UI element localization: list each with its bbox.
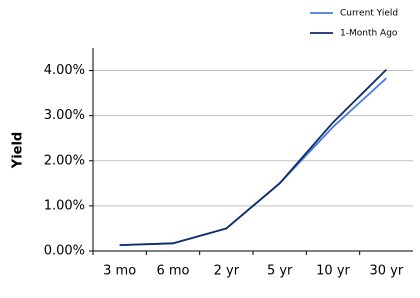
- series-line: [119, 69, 387, 247]
- x-tick-label: 3 mo: [103, 264, 136, 279]
- legend-label: Current Yield: [340, 9, 398, 19]
- y-tick-label: 1.00%: [44, 198, 85, 213]
- y-tick-label: 2.00%: [44, 153, 85, 168]
- x-tick-label: 6 mo: [156, 264, 189, 279]
- x-tick-label: 30 yr: [369, 264, 403, 279]
- series-line: [119, 77, 387, 247]
- y-tick-label: 4.00%: [44, 63, 85, 78]
- x-tick-label: 2 yr: [214, 264, 240, 279]
- y-axis-label: Yield: [11, 132, 26, 169]
- y-tick-label: 3.00%: [44, 108, 85, 123]
- x-tick-label: 10 yr: [316, 264, 350, 279]
- legend-label: 1-Month Ago: [340, 29, 398, 39]
- x-tick-label: 5 yr: [267, 264, 293, 279]
- y-tick-label: 0.00%: [44, 244, 85, 259]
